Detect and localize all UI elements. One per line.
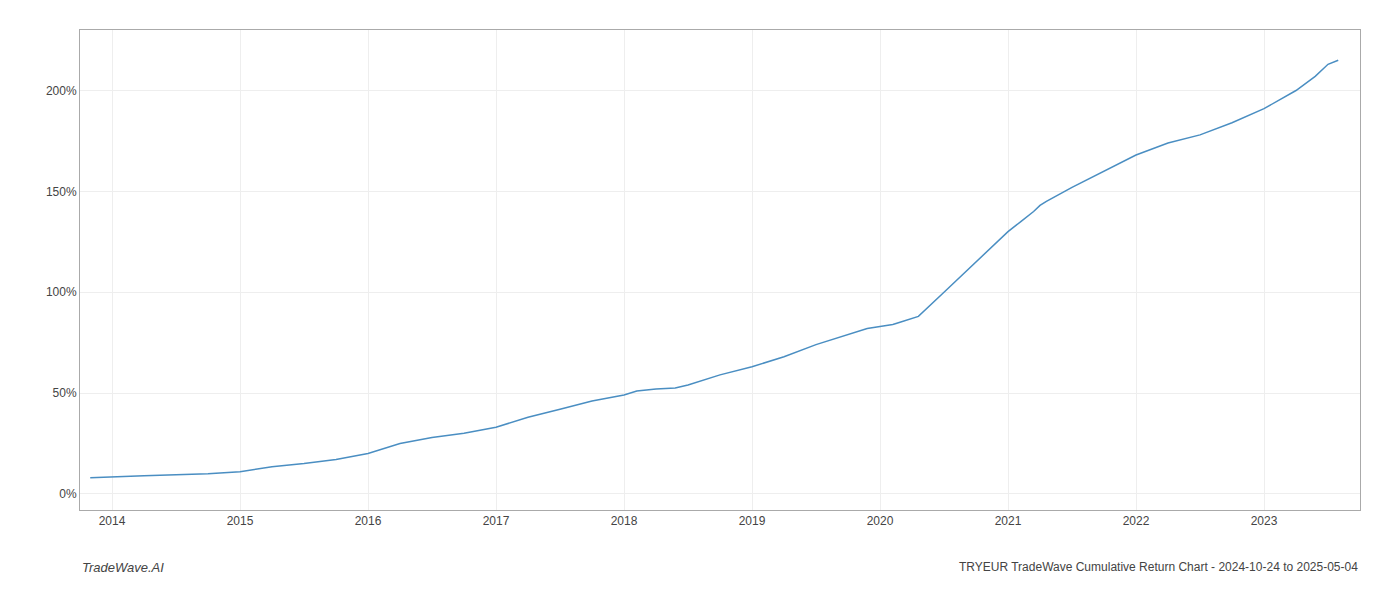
svg-text:2017: 2017	[483, 514, 510, 528]
svg-text:0%: 0%	[59, 487, 77, 501]
svg-text:150%: 150%	[46, 185, 77, 199]
svg-text:2015: 2015	[227, 514, 254, 528]
svg-text:2021: 2021	[995, 514, 1022, 528]
svg-text:2019: 2019	[739, 514, 766, 528]
svg-text:2014: 2014	[99, 514, 126, 528]
svg-text:2020: 2020	[867, 514, 894, 528]
svg-text:TRYEUR TradeWave Cumulative Re: TRYEUR TradeWave Cumulative Return Chart…	[959, 560, 1358, 574]
svg-text:100%: 100%	[46, 285, 77, 299]
svg-text:50%: 50%	[53, 386, 77, 400]
svg-text:TradeWave.AI: TradeWave.AI	[82, 560, 164, 575]
svg-text:2022: 2022	[1123, 514, 1150, 528]
svg-text:2018: 2018	[611, 514, 638, 528]
svg-text:200%: 200%	[46, 84, 77, 98]
svg-text:2023: 2023	[1251, 514, 1278, 528]
svg-text:2016: 2016	[355, 514, 382, 528]
